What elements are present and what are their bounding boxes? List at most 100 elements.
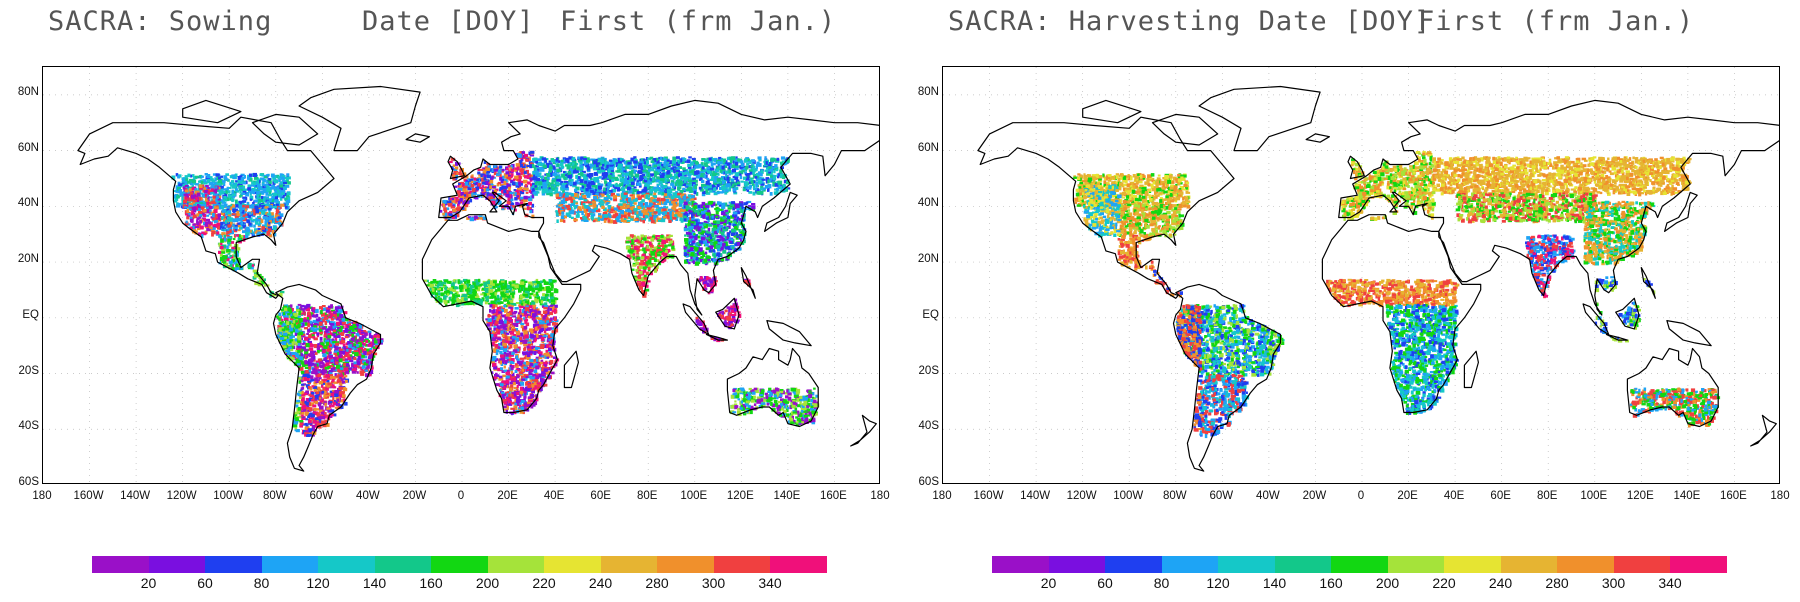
crop-pixel [302,408,307,412]
crop-pixel [368,335,373,339]
crop-pixel [218,242,221,247]
crop-pixel [634,176,638,179]
crop-pixel [235,187,238,192]
crop-pixel [219,257,225,261]
crop-pixel [497,167,502,170]
crop-pixel [334,393,339,397]
crop-pixel [269,212,274,216]
crop-pixel [506,176,510,179]
crop-pixel [236,259,241,263]
crop-pixel [233,226,238,230]
crop-pixel [290,345,294,349]
crop-pixel [268,192,272,195]
crop-pixel [712,190,716,193]
crop-pixel [313,381,318,385]
crop-pixel [257,187,262,191]
crop-pixel [751,165,756,169]
crop-pixel [337,378,341,382]
crop-pixel [464,194,469,199]
crop-pixel [652,164,655,168]
crop-pixel [668,189,673,194]
crop-pixel [483,161,487,164]
crop-pixel [309,306,313,309]
crop-pixel [313,337,318,341]
crop-pixel [543,164,547,169]
crop-pixel [484,186,488,189]
crop-pixel [203,191,208,196]
crop-pixel [590,187,594,192]
crop-pixel [240,178,245,183]
crop-pixel [721,186,726,191]
crop-pixel [328,355,333,359]
crop-pixel [242,214,246,219]
crop-pixel [575,186,580,191]
crop-pixel [318,321,323,326]
crop-pixel [185,220,188,224]
crop-pixel [286,199,291,204]
crop-pixel [659,156,663,161]
crop-pixel [477,195,481,198]
crop-pixel [497,200,502,205]
crop-pixel [217,197,221,201]
crop-pixel [215,198,218,203]
crop-pixel [267,203,272,206]
crop-pixel [679,158,683,163]
crop-pixel [499,176,503,181]
crop-pixel [252,172,257,177]
crop-pixel [225,178,229,181]
crop-pixel [242,185,246,190]
crop-pixel [673,170,676,174]
crop-pixel [560,165,565,169]
crop-pixel [208,196,213,199]
crop-pixel [594,188,597,191]
crop-pixel [555,175,559,180]
crop-pixel [780,161,784,166]
crop-pixel [329,410,333,413]
crop-pixel [315,327,320,331]
crop-pixel [185,201,189,204]
crop-pixel [658,181,663,184]
crop-pixel [572,184,577,188]
crop-pixel [229,263,233,268]
crop-pixel [332,329,336,333]
crop-pixel [477,168,480,171]
crop-pixel [304,373,309,376]
crop-pixel [721,165,725,170]
crop-pixel [576,178,581,181]
crop-pixel [249,205,255,209]
crop-pixel [612,188,616,193]
crop-pixel [312,378,316,382]
crop-pixel [535,160,538,164]
crop-pixel [515,201,519,206]
crop-pixel [286,173,290,177]
crop-pixel [192,223,196,226]
crop-pixel [514,175,519,179]
crop-pixel [602,162,605,167]
crop-pixel [752,191,756,196]
crop-pixel [312,426,315,431]
crop-pixel [334,349,339,353]
crop-pixel [693,187,697,192]
crop-pixel [644,181,648,186]
crop-pixel [181,196,186,201]
crop-pixel [295,342,299,346]
crop-pixel [499,186,503,190]
crop-pixel [331,332,336,337]
crop-pixel [310,391,315,395]
crop-pixel [306,428,310,432]
crop-pixel [586,189,590,194]
crop-pixel [277,176,280,180]
crop-pixel [352,368,357,373]
crop-pixel [289,339,294,343]
crop-pixel [601,169,606,173]
crop-pixel [322,367,326,371]
crop-pixel [315,379,320,383]
crop-pixel [343,346,346,350]
crop-pixel [706,177,710,181]
crop-pixel [235,199,238,204]
crop-pixel [206,225,211,228]
crop-pixel [287,313,291,316]
crop-pixel [347,324,351,328]
crop-pixel [307,311,311,316]
crop-pixel [512,205,516,208]
